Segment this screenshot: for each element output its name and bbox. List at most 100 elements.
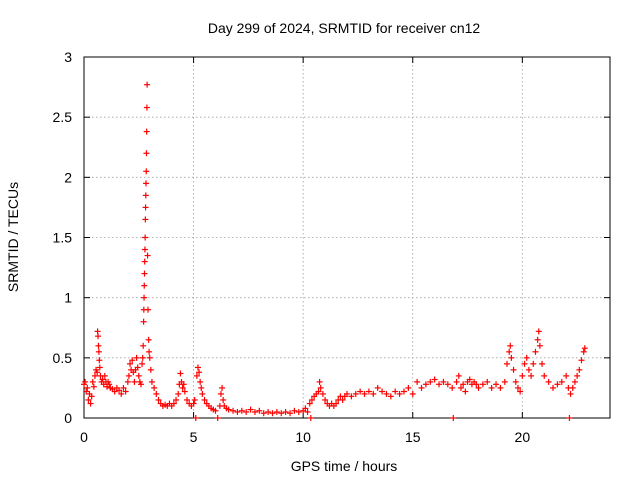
data-point — [396, 390, 403, 397]
data-point — [534, 336, 541, 343]
data-point — [219, 384, 226, 391]
x-tick-label: 10 — [295, 429, 311, 445]
data-point — [101, 372, 108, 379]
data-point — [479, 381, 486, 388]
data-point — [455, 372, 462, 379]
data-point — [137, 381, 144, 388]
data-point — [95, 348, 102, 355]
data-point — [450, 415, 457, 421]
data-point — [142, 216, 149, 223]
data-point — [571, 378, 578, 385]
data-point — [127, 360, 134, 367]
data-point — [118, 390, 125, 397]
data-point — [517, 388, 524, 395]
data-point — [145, 336, 152, 343]
data-point — [319, 390, 326, 397]
data-point — [139, 354, 146, 361]
y-tick-label: 2.5 — [53, 109, 73, 125]
data-point — [179, 384, 186, 391]
data-point — [550, 384, 557, 391]
data-point — [295, 408, 302, 415]
data-point — [85, 396, 92, 403]
data-point — [507, 342, 514, 349]
data-point — [129, 357, 136, 364]
data-point — [141, 270, 148, 277]
data-point — [153, 390, 160, 397]
data-point — [234, 408, 241, 415]
data-point — [506, 348, 513, 355]
data-point — [322, 396, 329, 403]
data-point — [273, 408, 280, 415]
data-point — [357, 388, 364, 395]
data-point — [134, 364, 141, 371]
data-point — [256, 407, 263, 414]
data-point — [282, 408, 289, 415]
data-point — [352, 390, 359, 397]
data-point — [170, 400, 177, 407]
data-point — [308, 396, 315, 403]
data-point — [578, 357, 585, 364]
x-tick-label: 20 — [515, 429, 531, 445]
data-point — [462, 388, 469, 395]
data-point — [142, 234, 149, 241]
data-point — [184, 396, 191, 403]
x-tick-label: 15 — [405, 429, 421, 445]
data-point — [142, 204, 149, 211]
data-point — [243, 408, 250, 415]
data-point — [306, 400, 313, 407]
data-point — [431, 376, 438, 383]
data-point — [106, 381, 113, 388]
data-point — [177, 370, 184, 377]
data-point — [475, 384, 482, 391]
data-point — [291, 407, 298, 414]
y-tick-label: 1.5 — [53, 230, 73, 246]
data-point — [427, 378, 434, 385]
data-point — [508, 354, 515, 361]
data-point — [521, 360, 528, 367]
data-point — [95, 333, 102, 340]
data-point — [374, 384, 381, 391]
y-tick-label: 0.5 — [53, 350, 73, 366]
data-point — [457, 384, 464, 391]
data-point — [196, 369, 203, 376]
data-point — [510, 366, 517, 373]
data-point — [580, 348, 587, 355]
data-point — [180, 381, 187, 388]
data-point — [528, 372, 535, 379]
y-tick-label: 0 — [64, 410, 72, 426]
data-point — [501, 378, 508, 385]
data-point — [453, 378, 460, 385]
y-axis-label: SRMTID / TECUs — [5, 182, 21, 292]
data-point — [141, 282, 148, 289]
data-point — [143, 104, 150, 111]
data-point — [488, 384, 495, 391]
data-point — [519, 372, 526, 379]
data-point — [143, 150, 150, 157]
data-point — [191, 396, 198, 403]
data-point — [141, 258, 148, 265]
data-point — [304, 408, 311, 415]
data-point — [333, 400, 340, 407]
data-point — [225, 406, 232, 413]
data-point — [536, 342, 543, 349]
data-point — [436, 381, 443, 388]
data-point — [287, 410, 294, 417]
data-point — [532, 348, 539, 355]
x-tick-label: 0 — [80, 429, 88, 445]
data-point — [251, 408, 258, 415]
data-point — [120, 384, 127, 391]
axis-ticks — [83, 56, 610, 419]
data-point — [247, 406, 254, 413]
data-point — [307, 415, 314, 421]
data-point — [569, 384, 576, 391]
data-point — [581, 345, 588, 352]
data-point — [493, 381, 500, 388]
data-point — [414, 378, 421, 385]
data-point — [99, 376, 106, 383]
data-point — [315, 388, 322, 395]
data-point — [151, 384, 158, 391]
data-point — [96, 357, 103, 364]
data-point — [265, 408, 272, 415]
data-point — [143, 128, 150, 135]
data-point — [83, 388, 90, 395]
